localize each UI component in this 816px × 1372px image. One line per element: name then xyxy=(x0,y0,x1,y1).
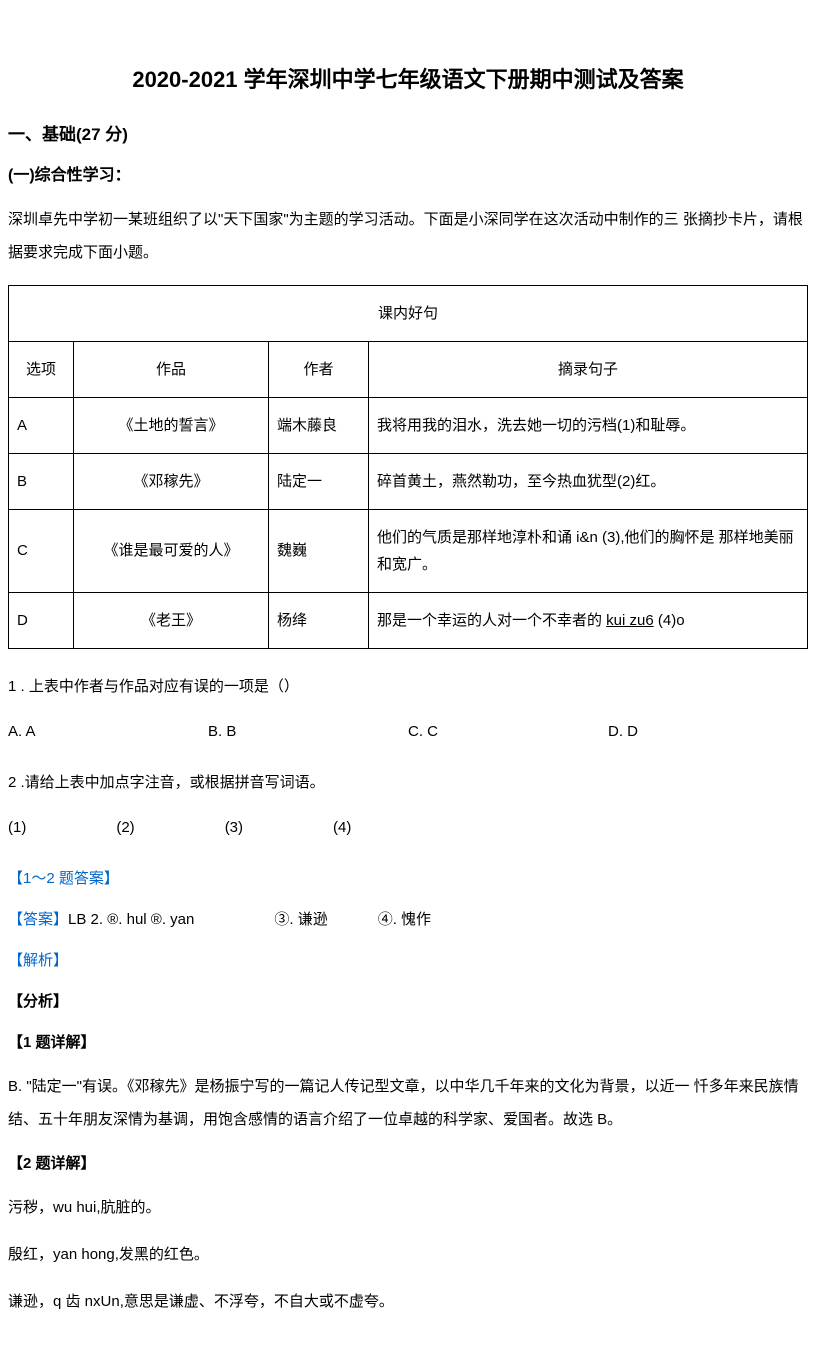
cell-sentence: 我将用我的泪水，洗去她一切的污档(1)和耻辱。 xyxy=(369,397,808,453)
table-col-option: 选项 xyxy=(9,341,74,397)
detail2-line2: 殷红，yan hong,发黑的红色。 xyxy=(8,1238,808,1271)
detail2-label: 【2 题详解】 xyxy=(8,1150,808,1177)
cell-option: D xyxy=(9,592,74,648)
intro-paragraph: 深圳卓先中学初一某班组织了以"天下国家"为主题的学习活动。下面是小深同学在这次活… xyxy=(8,203,808,269)
blank-3: (3) xyxy=(225,814,243,841)
cell-sentence: 碎首黄土，燕然勒功，至今热血犹型(2)红。 xyxy=(369,453,808,509)
table-row: C 《谁是最可爱的人》 魏巍 他们的气质是那样地淳朴和诵 i&n (3),他们的… xyxy=(9,509,808,592)
sentence-prefix: 那是一个幸运的人对一个不幸者的 xyxy=(377,612,606,629)
cell-author: 魏巍 xyxy=(269,509,369,592)
blank-2: (2) xyxy=(116,814,134,841)
option-a: A. A xyxy=(8,718,208,745)
option-c: C. C xyxy=(408,718,608,745)
cell-sentence: 他们的气质是那样地淳朴和诵 i&n (3),他们的胸怀是 那样地美丽和宽广。 xyxy=(369,509,808,592)
cell-work: 《谁是最可爱的人》 xyxy=(74,509,269,592)
blank-4: (4) xyxy=(333,814,351,841)
answer-content: LB 2. xyxy=(68,911,103,928)
cell-option: C xyxy=(9,509,74,592)
detail2-line3: 谦逊，q 齿 nxUn,意思是谦虚、不浮夸，不自大或不虚夸。 xyxy=(8,1285,808,1318)
answer-line: 【答案】LB 2. ®. hul ®. yan ③. 谦逊 ④. 愧作 xyxy=(8,906,808,933)
fenxi-label: 【分析】 xyxy=(8,988,808,1015)
options-row: A. A B. B C. C D. D xyxy=(8,718,808,745)
answer-heading: 【1〜2 题答案】 xyxy=(8,865,808,892)
cell-option: B xyxy=(9,453,74,509)
table-col-sentence: 摘录句子 xyxy=(369,341,808,397)
excerpt-table: 课内好句 选项 作品 作者 摘录句子 A 《土地的誓言》 端木藤良 我将用我的泪… xyxy=(8,285,808,649)
answer-label: 【答案】 xyxy=(8,911,68,928)
subsection-header: (一)综合性学习： xyxy=(8,162,808,191)
cell-sentence: 那是一个幸运的人对一个不幸者的 kui zu6 (4)o xyxy=(369,592,808,648)
cell-work: 《邓稼先》 xyxy=(74,453,269,509)
cell-author: 端木藤良 xyxy=(269,397,369,453)
table-row: D 《老王》 杨绛 那是一个幸运的人对一个不幸者的 kui zu6 (4)o xyxy=(9,592,808,648)
answer-item-1: ®. hul ®. yan xyxy=(107,906,194,933)
detail1-text: B. "陆定一"有误。《邓稼先》是杨振宁写的一篇记人传记型文章，以中华几千年来的… xyxy=(8,1070,808,1136)
option-b: B. B xyxy=(208,718,408,745)
cell-option: A xyxy=(9,397,74,453)
cell-author: 杨绛 xyxy=(269,592,369,648)
blank-1: (1) xyxy=(8,814,26,841)
document-title: 2020-2021 学年深圳中学七年级语文下册期中测试及答案 xyxy=(8,60,808,100)
answer-items: ®. hul ®. yan ③. 谦逊 ④. 愧作 xyxy=(107,906,431,933)
cell-work: 《老王》 xyxy=(74,592,269,648)
cell-work: 《土地的誓言》 xyxy=(74,397,269,453)
table-row: A 《土地的誓言》 端木藤良 我将用我的泪水，洗去她一切的污档(1)和耻辱。 xyxy=(9,397,808,453)
question-2: 2 .请给上表中加点字注音，或根据拼音写词语。 xyxy=(8,769,808,796)
section-header: 一、基础(27 分) xyxy=(8,120,808,151)
detail1-label: 【1 题详解】 xyxy=(8,1029,808,1056)
table-main-header: 课内好句 xyxy=(9,285,808,341)
table-col-work: 作品 xyxy=(74,341,269,397)
sentence-underline: kui zu6 xyxy=(606,612,654,629)
cell-author: 陆定一 xyxy=(269,453,369,509)
table-row: B 《邓稼先》 陆定一 碎首黄土，燕然勒功，至今热血犹型(2)红。 xyxy=(9,453,808,509)
option-d: D. D xyxy=(608,718,808,745)
sentence-suffix: (4)o xyxy=(654,612,685,629)
answer-item-2: ③. 谦逊 xyxy=(274,906,327,933)
fill-blanks: (1) (2) (3) (4) xyxy=(8,814,808,841)
answer-item-3: ④. 愧作 xyxy=(378,906,431,933)
table-col-author: 作者 xyxy=(269,341,369,397)
analysis-label: 【解析】 xyxy=(8,947,808,974)
question-1: 1 . 上表中作者与作品对应有误的一项是（） xyxy=(8,673,808,700)
detail2-line1: 污秽，wu hui,肮脏的。 xyxy=(8,1191,808,1224)
